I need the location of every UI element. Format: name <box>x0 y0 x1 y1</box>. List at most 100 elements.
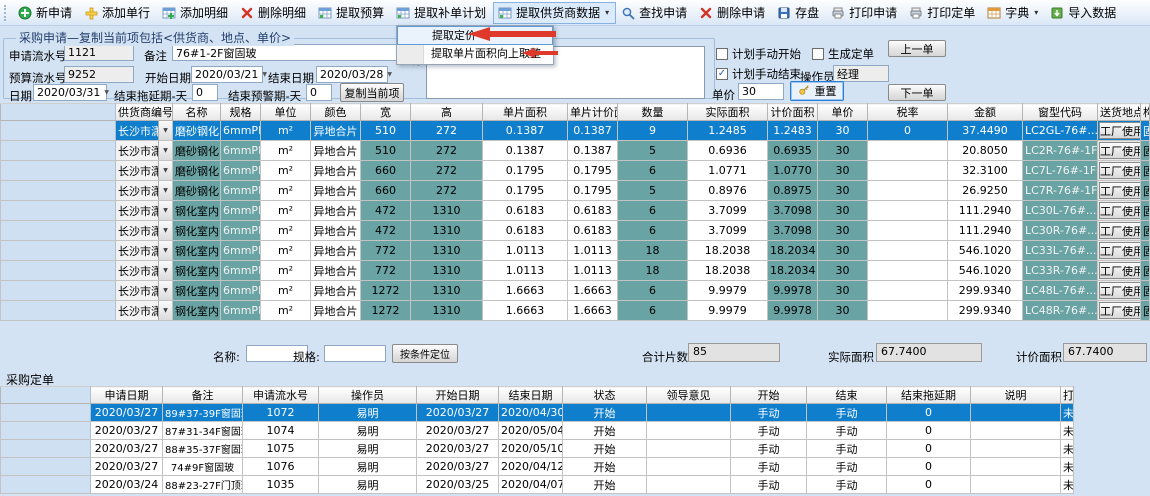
column-header[interactable]: 申请流水号 <box>242 386 319 404</box>
table-cell[interactable]: 0 <box>886 457 971 476</box>
table-row[interactable]: 长沙市潇湘玻璃实...▼钢化室内...6mmPLE...m²异地合片127213… <box>0 280 1150 301</box>
table-cell[interactable]: 5 <box>617 180 688 201</box>
table-cell[interactable]: 易明 <box>318 475 417 494</box>
table-cell[interactable]: 0.1795 <box>482 160 568 181</box>
table-cell[interactable]: 0 <box>867 120 948 141</box>
table-cell[interactable]: 6mmPLE... <box>220 120 261 141</box>
table-cell[interactable]: 6mmPLE... <box>220 200 261 221</box>
table-cell[interactable]: 1.2483 <box>767 120 818 141</box>
table-cell[interactable]: 钢化室内... <box>172 260 221 281</box>
table-cell[interactable]: m² <box>260 260 311 281</box>
table-cell[interactable]: 钢化室内... <box>172 240 221 261</box>
table-cell[interactable]: 1310 <box>410 280 483 301</box>
delivery-location-select[interactable]: 工厂使用 <box>1099 142 1140 159</box>
table-cell[interactable]: 异地合片 <box>310 200 361 221</box>
table-cell[interactable]: 手动 <box>730 403 807 422</box>
table-cell[interactable]: 1035 <box>242 475 319 494</box>
table-cell[interactable]: 772 <box>360 260 411 281</box>
table-cell[interactable]: 9.9979 <box>687 300 768 321</box>
table-cell[interactable]: 异地合片 <box>310 280 361 301</box>
table-cell[interactable]: 18.2034 <box>767 240 818 261</box>
table-cell[interactable]: 手动 <box>730 475 807 494</box>
table-cell[interactable]: 3.7098 <box>767 200 818 221</box>
chevron-down-icon[interactable]: ▼ <box>158 261 172 280</box>
table-cell[interactable]: 开始 <box>562 403 647 422</box>
table-cell[interactable]: 长沙市潇湘玻璃实...▼ <box>115 200 173 221</box>
table-cell[interactable]: 30 <box>817 280 868 301</box>
table-cell[interactable]: 0.1387 <box>567 140 618 161</box>
menu-item-2[interactable]: 提取单片面积向上取整 <box>431 47 541 60</box>
table-cell[interactable]: 工厂使用▼ <box>1097 200 1141 221</box>
table-cell[interactable]: 1.6663 <box>482 300 568 321</box>
table-cell[interactable]: 30 <box>817 240 868 261</box>
table-cell[interactable]: 2020/03/27 <box>90 403 163 422</box>
table-cell[interactable]: 272 <box>410 160 483 181</box>
table-cell[interactable]: 9.9978 <box>767 280 818 301</box>
column-header[interactable]: 开始日期 <box>416 386 499 404</box>
column-header[interactable]: 计价面积 <box>767 103 818 121</box>
table-cell[interactable] <box>970 475 1061 494</box>
table-cell[interactable]: 2020/03/27 <box>416 439 499 458</box>
table-cell[interactable]: 0.8976 <box>687 180 768 201</box>
table-cell[interactable]: m² <box>260 280 311 301</box>
table-cell[interactable]: 未打印 <box>1060 421 1074 440</box>
budget-no-field[interactable] <box>64 66 134 83</box>
table-cell[interactable]: 6mmPLE... <box>220 280 261 301</box>
table-cell[interactable]: 长沙市潇湘玻璃实...▼ <box>115 180 173 201</box>
column-header[interactable]: 操作员 <box>318 386 417 404</box>
table-cell[interactable]: 510 <box>360 140 411 161</box>
column-header[interactable]: 单价 <box>817 103 868 121</box>
column-header[interactable]: 结束 <box>806 386 887 404</box>
table-cell[interactable]: 0.1795 <box>567 160 618 181</box>
table-cell[interactable]: 1.0113 <box>482 260 568 281</box>
table-cell[interactable]: 手动 <box>730 421 807 440</box>
column-header[interactable]: 颜色 <box>310 103 361 121</box>
table-cell[interactable]: 3.7099 <box>687 200 768 221</box>
chevron-down-icon[interactable]: ▼ <box>158 241 172 260</box>
table-cell[interactable]: 异地合片 <box>310 300 361 321</box>
delivery-location-select[interactable]: 工厂使用 <box>1099 302 1140 319</box>
column-header[interactable]: 备注 <box>162 386 243 404</box>
table-cell[interactable]: 510 <box>360 120 411 141</box>
table-cell[interactable]: 472 <box>360 220 411 241</box>
table-cell[interactable]: 6 <box>617 220 688 241</box>
table-cell[interactable]: 1.6663 <box>567 280 618 301</box>
column-header[interactable]: 宽 <box>360 103 411 121</box>
column-header[interactable]: 实际面积 <box>687 103 768 121</box>
table-cell[interactable]: 88#23-27F门顶玻 <box>162 475 243 494</box>
delivery-location-select[interactable]: 工厂使用 <box>1099 222 1140 239</box>
table-cell[interactable]: 固玻 <box>1140 120 1150 141</box>
table-cell[interactable]: 32.3100 <box>947 160 1023 181</box>
table-cell[interactable]: 1.6663 <box>482 280 568 301</box>
table-cell[interactable]: 6 <box>617 280 688 301</box>
table-cell[interactable]: 272 <box>410 120 483 141</box>
table-cell[interactable]: 0 <box>886 403 971 422</box>
column-header[interactable]: 高 <box>410 103 483 121</box>
chevron-down-icon[interactable]: ▼ <box>158 141 172 160</box>
table-cell[interactable]: 299.9340 <box>947 280 1023 301</box>
table-cell[interactable]: m² <box>260 180 311 201</box>
delivery-location-select[interactable]: 工厂使用 <box>1099 122 1140 139</box>
table-cell[interactable]: 9.9978 <box>767 300 818 321</box>
table-row[interactable]: 2020/03/27 89#37-39F窗固玻 1072 易明 2020/03/27 20… <box>0 403 1074 422</box>
table-cell[interactable]: 钢化室内... <box>172 220 221 241</box>
table-cell[interactable]: 0.6183 <box>482 220 568 241</box>
table-cell[interactable]: 30 <box>817 120 868 141</box>
table-cell[interactable]: 手动 <box>730 439 807 458</box>
table-cell[interactable]: 2020/04/12 <box>498 457 563 476</box>
toolbar-button-1[interactable]: 新申请 <box>13 2 79 24</box>
table-cell[interactable]: 1076 <box>242 457 319 476</box>
table-cell[interactable]: 0 <box>886 475 971 494</box>
table-cell[interactable]: 0.1387 <box>482 140 568 161</box>
table-cell[interactable] <box>970 403 1061 422</box>
previous-order-button[interactable]: 上一单 <box>888 40 946 57</box>
table-cell[interactable]: 固玻 <box>1140 180 1150 201</box>
table-cell[interactable]: 1.0771 <box>687 160 768 181</box>
table-cell[interactable]: 18 <box>617 240 688 261</box>
table-cell[interactable] <box>867 260 948 281</box>
table-cell[interactable]: 0.8975 <box>767 180 818 201</box>
table-cell[interactable]: 2020/03/24 <box>90 475 163 494</box>
table-cell[interactable]: 磨砂钢化... <box>172 160 221 181</box>
toolbar-button-11[interactable]: 打印申请 <box>826 2 904 24</box>
table-row[interactable]: 长沙市潇湘玻璃实...▼磨砂钢化...6mmPLE...m²异地合片660272… <box>0 160 1150 181</box>
